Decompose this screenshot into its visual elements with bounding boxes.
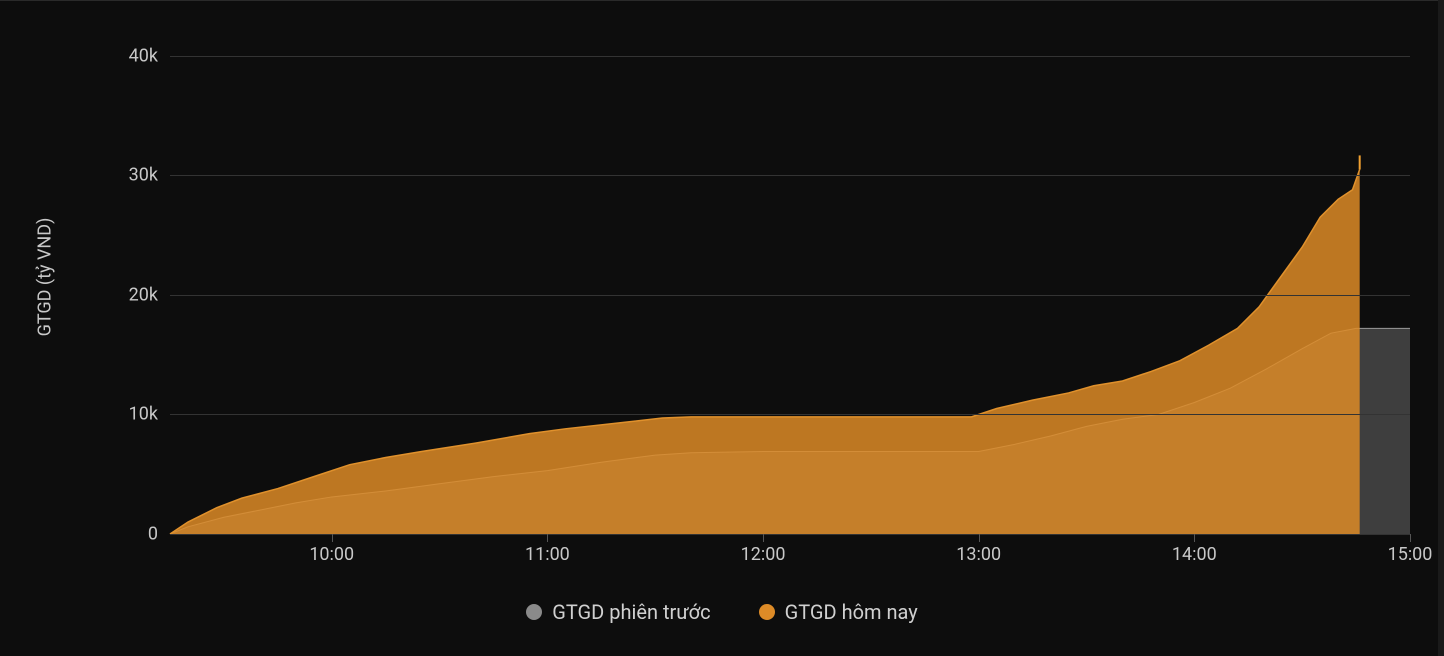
chart-container: 0 10k 20k 30k 40k 10:00 11:00 12:00 13:00 14:00 15… — [0, 0, 1444, 656]
gridline — [170, 534, 1410, 535]
series-area-today — [170, 169, 1360, 534]
y-axis-title: GTGD (tỷ VND) — [35, 218, 56, 337]
top-divider — [0, 0, 1444, 1]
gridline — [170, 175, 1410, 176]
gridline — [170, 414, 1410, 415]
x-tick-mark — [763, 534, 764, 542]
y-tick-label: 30k — [129, 165, 170, 186]
gridline — [170, 295, 1410, 296]
y-tick-label: 10k — [129, 404, 170, 425]
legend: GTGD phiên trước GTGD hôm nay — [0, 600, 1444, 624]
y-tick-label: 40k — [129, 45, 170, 66]
series-end-marker-today — [1359, 155, 1361, 169]
x-tick-mark — [332, 534, 333, 542]
x-tick-label: 15:00 — [1388, 544, 1433, 565]
x-tick-label: 11:00 — [525, 544, 570, 565]
y-tick-label: 0 — [148, 524, 170, 545]
legend-label: GTGD hôm nay — [785, 600, 918, 624]
x-tick-label: 13:00 — [956, 544, 1001, 565]
gridline — [170, 56, 1410, 57]
legend-label: GTGD phiên trước — [552, 600, 710, 624]
plot-area: 010k20k30k40k10:0011:0012:0013:0014:0015… — [170, 20, 1410, 534]
legend-swatch — [526, 604, 542, 620]
y-tick-label: 20k — [129, 284, 170, 305]
legend-item-today[interactable]: GTGD hôm nay — [759, 600, 918, 624]
x-tick-label: 10:00 — [309, 544, 354, 565]
x-tick-label: 14:00 — [1172, 544, 1217, 565]
legend-item-previous[interactable]: GTGD phiên trước — [526, 600, 710, 624]
x-tick-label: 12:00 — [741, 544, 786, 565]
right-scroll-gutter — [1438, 0, 1444, 656]
x-tick-mark — [979, 534, 980, 542]
x-tick-mark — [1194, 534, 1195, 542]
legend-swatch — [759, 604, 775, 620]
x-tick-mark — [1410, 534, 1411, 542]
x-tick-mark — [547, 534, 548, 542]
chart-svg — [170, 20, 1410, 534]
